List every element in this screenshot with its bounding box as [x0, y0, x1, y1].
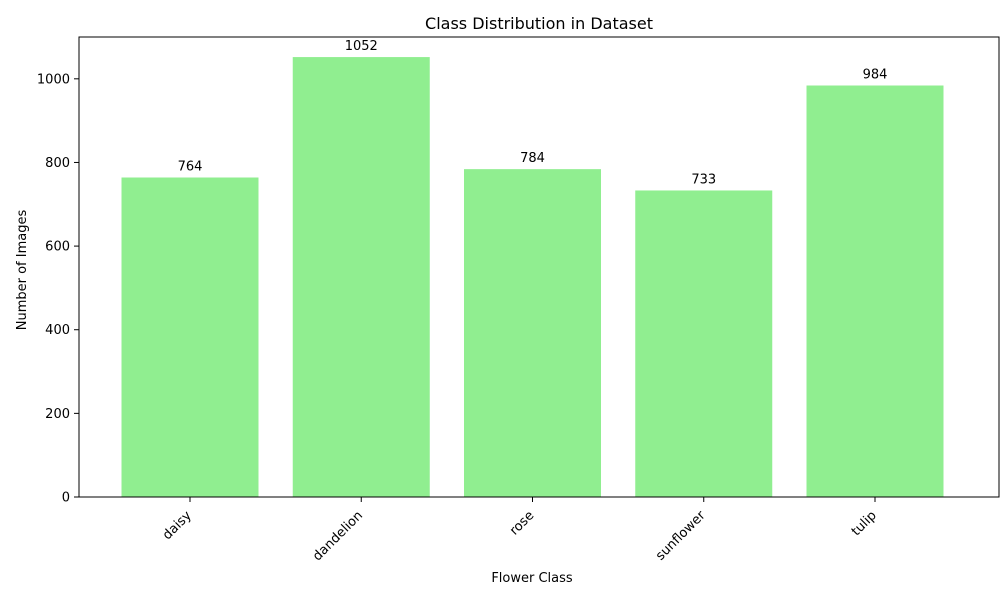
x-axis-label: Flower Class [491, 571, 573, 586]
bar-tulip [806, 85, 944, 497]
bar-dandelion [292, 57, 430, 498]
x-axis-ticks: daisy dandelion rose sunflower tulip [160, 497, 880, 564]
data-label-rose: 784 [520, 151, 545, 166]
x-tick-label-sunflower: sunflower [653, 508, 709, 564]
chart-title: Class Distribution in Dataset [425, 14, 653, 33]
y-tick-label-600: 600 [45, 240, 70, 255]
y-tick-label-200: 200 [45, 407, 70, 422]
x-tick-label-rose: rose [507, 508, 537, 538]
y-tick-label-800: 800 [45, 156, 70, 171]
data-label-tulip: 984 [863, 68, 888, 83]
bar-daisy [121, 177, 259, 497]
data-label-sunflower: 733 [691, 172, 716, 187]
y-tick-label-400: 400 [45, 323, 70, 338]
x-tick-label-tulip: tulip [849, 508, 880, 539]
data-labels-group: 764 1052 784 733 984 [178, 39, 888, 187]
y-axis-label: Number of Images [15, 210, 30, 331]
y-tick-label-0: 0 [62, 491, 70, 506]
plot-frame [78, 36, 1000, 498]
bars-group [121, 57, 944, 498]
x-tick-label-dandelion: dandelion [310, 508, 366, 564]
y-tick-label-1000: 1000 [37, 72, 70, 87]
bar-sunflower [635, 190, 773, 498]
y-axis-ticks: 0 200 400 600 800 1000 [37, 72, 79, 506]
bar-rose [464, 169, 601, 498]
data-label-dandelion: 1052 [345, 39, 378, 54]
x-tick-label-daisy: daisy [160, 508, 195, 543]
data-label-daisy: 764 [178, 160, 203, 175]
